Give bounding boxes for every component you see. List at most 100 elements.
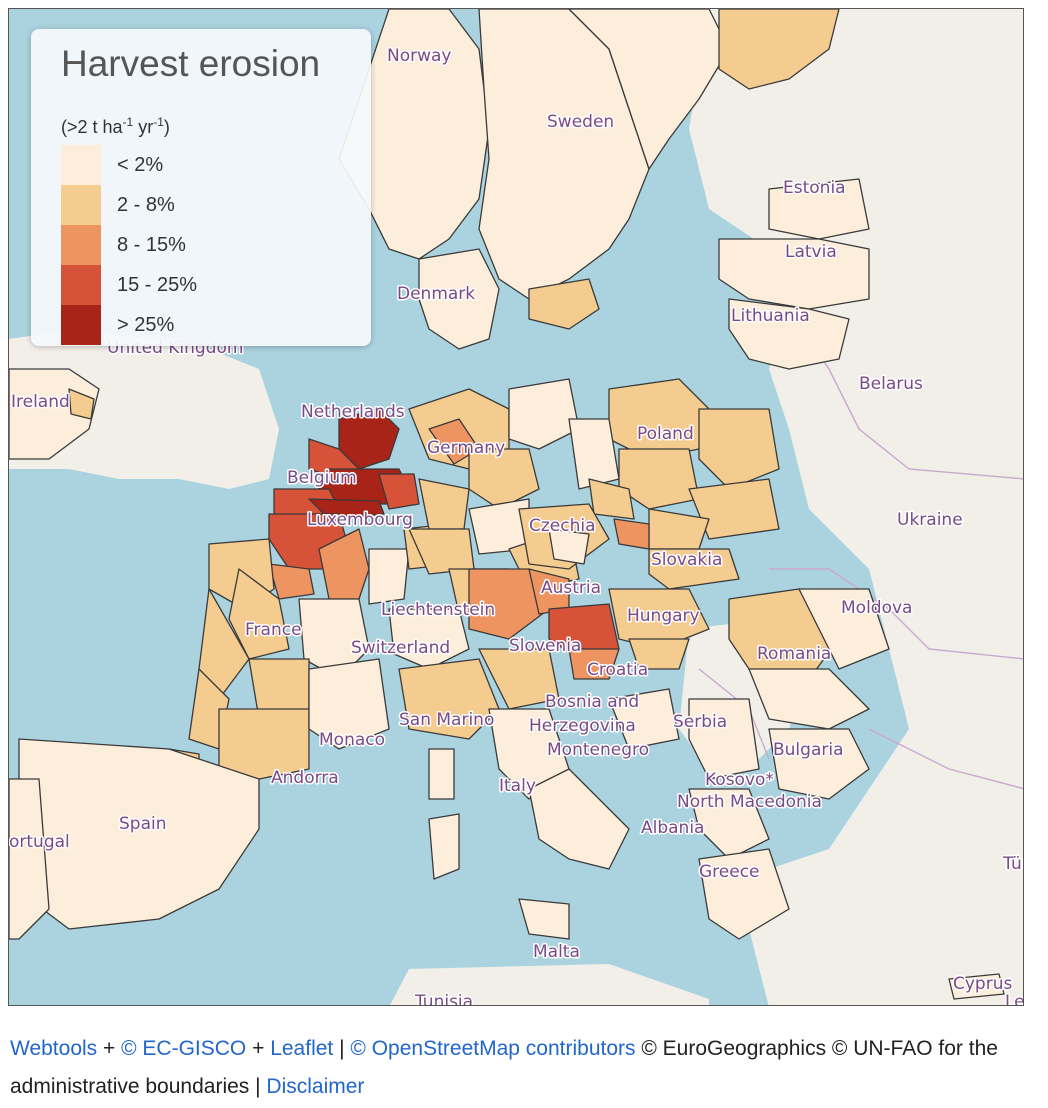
label-bosnia-2: Herzegovina [529, 716, 636, 736]
region-polygon [588, 478, 635, 520]
label-sweden: Sweden [547, 112, 614, 132]
region-polygon [418, 478, 470, 530]
region-polygon [548, 528, 590, 565]
label-belgium: Belgium [287, 468, 357, 488]
label-tunisia: Tunisia [414, 992, 473, 1006]
label-ireland: Ireland [11, 392, 70, 412]
legend-swatch [61, 185, 101, 225]
legend-item: > 25% [61, 305, 361, 345]
region-polygon [608, 688, 680, 750]
region-polygon [768, 728, 870, 800]
region-polygon [528, 278, 600, 330]
label-czechia: Czechia [529, 516, 596, 536]
legend-item: 8 - 15% [61, 225, 361, 265]
region-polygon [428, 748, 455, 800]
region-polygon [608, 378, 710, 460]
legend-swatch [61, 225, 101, 265]
region-polygon [748, 668, 870, 730]
region-polygon [568, 9, 730, 170]
region-polygon [478, 648, 560, 710]
label-norway: Norway [387, 46, 452, 66]
map-legend: Harvest erosion (>2 t ha-1 yr-1) < 2% 2 … [31, 29, 371, 346]
label-andorra: Andorra [271, 768, 339, 788]
region-polygon [368, 548, 410, 605]
region-polygon [613, 518, 650, 550]
label-kosovo: Kosovo* [705, 770, 774, 790]
map-canvas[interactable]: Norway Sweden Estonia Latvia Denmark Lit… [9, 9, 1024, 1006]
label-italy: Italy [499, 776, 536, 796]
region-polygon [688, 788, 770, 860]
legend-label: 2 - 8% [117, 194, 175, 216]
region-polygon [698, 848, 790, 940]
legend-label: > 25% [117, 314, 175, 336]
region-polygon [688, 698, 760, 780]
region-polygon [698, 408, 780, 490]
region-polygon [528, 768, 630, 870]
legend-item: 2 - 8% [61, 185, 361, 225]
label-denmark: Denmark [397, 284, 475, 304]
region-polygon [468, 568, 550, 640]
region-polygon [428, 813, 460, 880]
region-polygon [9, 778, 50, 940]
label-romania: Romania [757, 644, 831, 664]
legend-swatch [61, 305, 101, 345]
label-switzerland: Switzerland [351, 638, 450, 658]
osm-link[interactable]: © OpenStreetMap contributors [350, 1037, 636, 1060]
label-bulgaria: Bulgaria [773, 740, 844, 760]
region-polygon [308, 658, 390, 750]
label-slovakia: Slovakia [651, 550, 722, 570]
region-polygon [268, 563, 315, 600]
region-polygon [228, 568, 290, 660]
region-polygon [798, 588, 890, 670]
label-greece: Greece [699, 862, 760, 882]
legend-swatch [61, 265, 101, 305]
region-polygon [418, 248, 500, 350]
region-polygon [468, 448, 540, 510]
region-polygon [618, 448, 700, 510]
label-north-macedonia: North Macedonia [677, 792, 822, 812]
label-albania: Albania [641, 818, 704, 838]
label-croatia: Croatia [587, 660, 648, 680]
label-ukraine: Ukraine [897, 510, 963, 530]
label-portugal: ortugal [9, 832, 70, 852]
country-labels: Norway Sweden Estonia Latvia Denmark Lit… [9, 45, 1024, 1006]
region-polygon [768, 178, 870, 240]
label-turkey: Tür [1002, 854, 1024, 874]
region-polygon [218, 708, 310, 780]
region-polygon [508, 378, 580, 450]
label-luxembourg: Luxembourg [307, 510, 413, 530]
label-latvia: Latvia [785, 242, 837, 262]
legend-label: 15 - 25% [117, 274, 198, 296]
legend-label: 8 - 15% [117, 234, 186, 256]
attribution: Webtools + © EC-GISCO + Leaflet | © Open… [10, 1037, 998, 1098]
label-austria: Austria [541, 578, 601, 598]
webtools-link[interactable]: Webtools [10, 1037, 98, 1060]
region-polygon [398, 658, 500, 740]
label-lebanon: Leb [1005, 992, 1024, 1006]
region-polygon [948, 973, 1005, 1000]
region-polygon [388, 608, 470, 670]
region-polygon [728, 298, 850, 370]
leaflet-link[interactable]: Leaflet [270, 1037, 334, 1060]
label-san-marino: San Marino [399, 710, 494, 730]
label-netherlands: Netherlands [301, 402, 405, 422]
disclaimer-link[interactable]: Disclaimer [266, 1075, 365, 1098]
legend-item: < 2% [61, 145, 361, 185]
region-polygon [628, 638, 690, 670]
label-bosnia-1: Bosnia and [545, 692, 639, 712]
label-montenegro: Montenegro [547, 740, 649, 760]
label-hungary: Hungary [627, 606, 700, 626]
legend-title: Harvest erosion [61, 43, 321, 84]
map-container[interactable]: Norway Sweden Estonia Latvia Denmark Lit… [8, 8, 1024, 1006]
region-polygon [518, 898, 570, 940]
label-lithuania: Lithuania [731, 306, 810, 326]
label-moldova: Moldova [841, 598, 912, 618]
region-polygon [648, 548, 740, 590]
attribution-text: © EuroGeographics © UN-FAO for the admin… [10, 1037, 998, 1098]
region-polygon [718, 238, 870, 310]
legend-unit: (>2 t ha-1 yr-1) [61, 115, 170, 137]
label-slovenia: Slovenia [509, 636, 581, 656]
ec-gisco-link[interactable]: © EC-GISCO [121, 1037, 247, 1060]
legend-label: < 2% [117, 154, 164, 176]
label-estonia: Estonia [783, 178, 846, 198]
